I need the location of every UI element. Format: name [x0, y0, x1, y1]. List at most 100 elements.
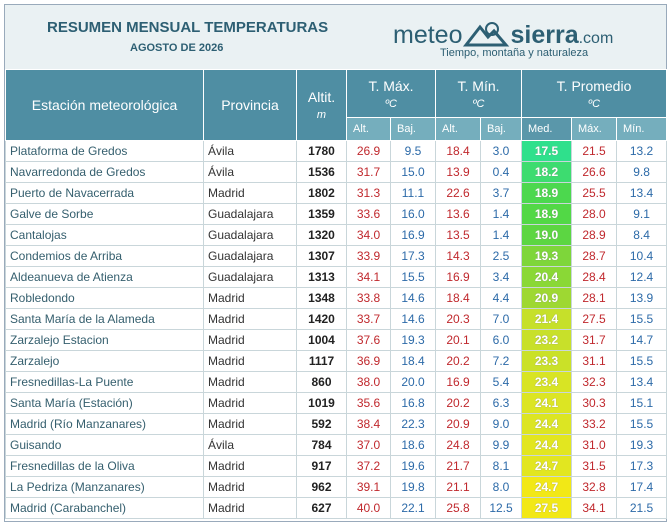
tavg-max: 31.5 [571, 455, 618, 477]
altitude: 784 [296, 434, 347, 456]
tavg-min: 13.9 [616, 287, 668, 309]
tavg-max: 31.0 [571, 434, 618, 456]
tmax-high: 40.0 [346, 497, 391, 519]
altitude: 1359 [296, 203, 347, 225]
tavg-min: 17.4 [616, 476, 668, 498]
province: Guadalajara [203, 245, 297, 267]
tavg-max: 25.5 [571, 182, 618, 204]
tmax-low: 17.3 [390, 245, 436, 267]
tmax-high: 31.3 [346, 182, 391, 204]
station: Fresnedillas-La Puente [5, 371, 204, 393]
tmax-low: 18.4 [390, 350, 436, 372]
tavg-med: 23.3 [521, 350, 573, 372]
tmax-high: 39.1 [346, 476, 391, 498]
page: RESUMEN MENSUAL TEMPERATURAS AGOSTO DE 2… [4, 4, 668, 522]
tavg-max: 21.5 [571, 140, 618, 162]
header: RESUMEN MENSUAL TEMPERATURAS AGOSTO DE 2… [5, 5, 666, 69]
tavg-min: 15.5 [616, 308, 668, 330]
tavg-med: 18.2 [521, 161, 573, 183]
tmin-low: 6.3 [479, 392, 523, 414]
tmax-high: 37.2 [346, 455, 391, 477]
station: Cantalojas [5, 224, 204, 246]
province: Madrid [203, 476, 297, 498]
station: Zarzalejo [5, 350, 204, 372]
province: Madrid [203, 371, 297, 393]
tavg-med: 23.2 [521, 329, 573, 351]
tavg-med: 24.4 [521, 434, 573, 456]
tavg-med: 24.7 [521, 455, 573, 477]
province: Ávila [203, 140, 297, 162]
tavg-med: 19.0 [521, 224, 573, 246]
tavg-min: 9.8 [616, 161, 668, 183]
col-altitude[interactable]: Altit. m [296, 69, 347, 141]
tavg-max: 28.9 [571, 224, 618, 246]
tmin-low: 1.4 [479, 203, 523, 225]
row: Fresnedillas de la Oliva Madrid 917 37.2 19.… [5, 455, 668, 477]
station: Plataforma de Gredos [5, 140, 204, 162]
col-tmin: T. Mín. ºC [434, 69, 523, 118]
altitude: 1420 [296, 308, 347, 330]
province: Guadalajara [203, 203, 297, 225]
col-station[interactable]: Estación meteorológica [5, 69, 204, 141]
tmin-low: 12.5 [479, 497, 523, 519]
row: Galve de Sorbe Guadalajara 1359 33.6 16.0 13.… [5, 203, 668, 225]
tavg-min: 17.3 [616, 455, 668, 477]
unit: ºC [588, 97, 601, 110]
sort-header[interactable]: Mín. [616, 117, 668, 141]
tmax-high: 33.9 [346, 245, 391, 267]
tmin-low: 3.7 [479, 182, 523, 204]
altitude: 1348 [296, 287, 347, 309]
tmin-low: 7.2 [479, 350, 523, 372]
tmin-high: 13.9 [435, 161, 481, 183]
col-province[interactable]: Provincia [203, 69, 297, 141]
tmax-high: 33.7 [346, 308, 391, 330]
row: Robledondo Madrid 1348 33.8 14.6 18.4 4.4 20.9 2… [5, 287, 668, 309]
sort-header[interactable]: Alt. [346, 117, 391, 141]
sort-header[interactable]: Alt. [435, 117, 481, 141]
group-label: T. Promedio [556, 77, 632, 94]
tmin-low: 5.4 [479, 371, 523, 393]
sort-header[interactable]: Baj. [390, 117, 436, 141]
province: Ávila [203, 161, 297, 183]
col-tmax: T. Máx. ºC [346, 69, 436, 118]
logo[interactable]: meteo sierra.com [393, 19, 613, 50]
tmin-high: 24.8 [435, 434, 481, 456]
tavg-med: 18.9 [521, 203, 573, 225]
sort-header[interactable]: Med. [521, 117, 573, 141]
tmax-low: 22.1 [390, 497, 436, 519]
row: Cantalojas Guadalajara 1320 34.0 16.9 13.5 1.4… [5, 224, 668, 246]
station: Madrid (Río Manzanares) [5, 413, 204, 435]
tavg-med: 24.4 [521, 413, 573, 435]
tavg-max: 34.1 [571, 497, 618, 519]
tmin-low: 9.9 [479, 434, 523, 456]
tavg-max: 26.6 [571, 161, 618, 183]
tmin-low: 4.4 [479, 287, 523, 309]
province: Guadalajara [203, 266, 297, 288]
station: Fresnedillas de la Oliva [5, 455, 204, 477]
station: Aldeanueva de Atienza [5, 266, 204, 288]
province: Madrid [203, 497, 297, 519]
tmin-low: 8.0 [479, 476, 523, 498]
unit: ºC [472, 97, 485, 110]
sort-header[interactable]: Máx. [571, 117, 618, 141]
station: Navarredonda de Gredos [5, 161, 204, 183]
tmin-high: 13.5 [435, 224, 481, 246]
sort-header[interactable]: Baj. [479, 117, 523, 141]
tmin-high: 22.6 [435, 182, 481, 204]
station: Santa María de la Alameda [5, 308, 204, 330]
tavg-min: 10.4 [616, 245, 668, 267]
tavg-min: 15.5 [616, 350, 668, 372]
altitude: 860 [296, 371, 347, 393]
tmax-high: 34.1 [346, 266, 391, 288]
tmax-low: 14.6 [390, 287, 436, 309]
tmax-low: 11.1 [390, 182, 436, 204]
altitude: 1780 [296, 140, 347, 162]
tavg-med: 20.9 [521, 287, 573, 309]
altitude: 962 [296, 476, 347, 498]
row: Zarzalejo Estacion Madrid 1004 37.6 19.3 20.1… [5, 329, 668, 351]
station: Guisando [5, 434, 204, 456]
tavg-min: 13.4 [616, 182, 668, 204]
group-label: T. Máx. [368, 77, 414, 94]
tavg-max: 33.2 [571, 413, 618, 435]
tmax-low: 20.0 [390, 371, 436, 393]
